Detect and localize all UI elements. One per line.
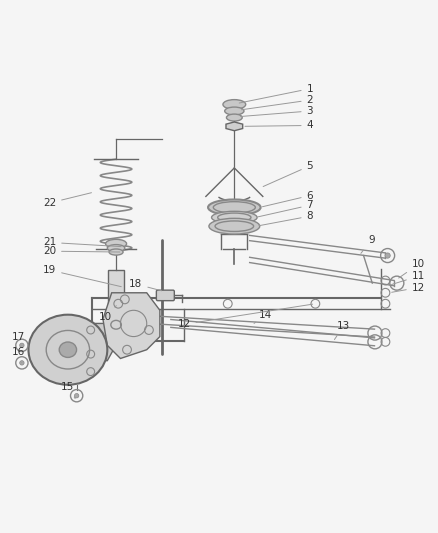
Ellipse shape [106,239,127,248]
Text: 11: 11 [392,271,425,285]
Ellipse shape [20,343,24,348]
Text: 10: 10 [399,260,425,278]
Text: 8: 8 [259,211,313,225]
Ellipse shape [226,114,242,121]
Ellipse shape [107,245,125,252]
Polygon shape [103,293,160,359]
FancyBboxPatch shape [156,290,174,301]
Ellipse shape [209,219,260,234]
Text: 15: 15 [61,382,75,399]
Text: 19: 19 [43,265,121,287]
Text: 1: 1 [239,84,313,103]
Ellipse shape [225,107,244,115]
Text: 12: 12 [392,282,425,293]
Text: 20: 20 [43,246,120,256]
Polygon shape [88,324,118,361]
Text: 2: 2 [241,95,313,110]
Polygon shape [108,270,124,304]
Ellipse shape [74,393,79,398]
Text: 6: 6 [262,190,313,207]
Ellipse shape [28,314,107,385]
Text: 18: 18 [129,279,162,291]
Ellipse shape [223,100,246,109]
Text: 14: 14 [254,310,272,324]
Text: 10: 10 [99,306,117,322]
Text: 4: 4 [245,120,313,131]
Ellipse shape [109,249,123,255]
Ellipse shape [59,342,77,358]
Text: 9: 9 [361,235,374,253]
Ellipse shape [208,199,261,215]
Ellipse shape [385,253,390,258]
Text: 5: 5 [263,161,313,187]
Text: 12: 12 [177,304,313,329]
Text: 22: 22 [43,193,92,208]
Text: 7: 7 [258,200,313,217]
Text: 13: 13 [335,321,350,340]
Ellipse shape [212,211,257,223]
Text: 21: 21 [43,237,121,247]
Polygon shape [226,122,243,131]
Text: 16: 16 [12,347,25,363]
Ellipse shape [20,361,24,365]
Text: 3: 3 [240,106,313,117]
Text: 17: 17 [12,333,25,345]
